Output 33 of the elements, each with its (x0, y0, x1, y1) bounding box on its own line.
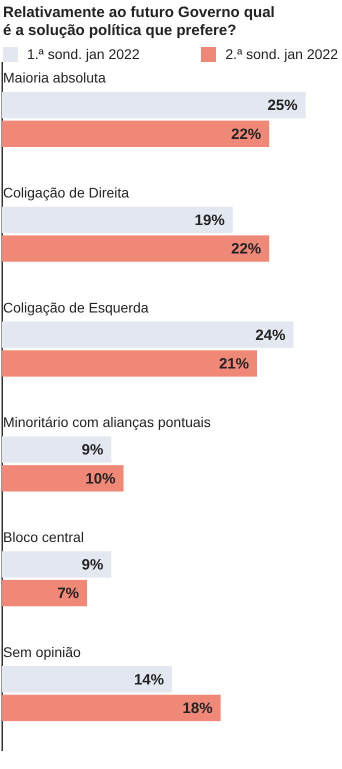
bar (2, 580, 87, 606)
legend-label: 1.ª sond. jan 2022 (27, 46, 140, 62)
data-label: 9% (82, 442, 104, 459)
data-label: 14% (134, 671, 164, 688)
y-tick-label: Coligação de Direita (3, 184, 130, 201)
bar (2, 206, 233, 234)
bar (2, 350, 257, 377)
bar (2, 322, 294, 348)
bar (2, 436, 112, 463)
chart-title: Relativamente ao futuro Governo qual é a solução política que prefere? (3, 4, 276, 40)
legend-label: 2.ª sond. jan 2022 (225, 46, 338, 62)
bar (2, 92, 306, 118)
data-label: 10% (85, 470, 116, 488)
data-label: 25% (268, 97, 298, 114)
bar (2, 551, 112, 578)
data-label: 21% (218, 356, 249, 373)
data-label: 9% (82, 556, 104, 574)
data-label: 18% (182, 700, 213, 718)
bar (2, 666, 172, 692)
bar (2, 120, 270, 147)
y-tick-label: Maioria absoluta (3, 70, 106, 86)
data-label: 7% (57, 585, 79, 602)
data-label: 19% (194, 212, 225, 230)
y-tick-label: Minoritário com alianças pontuais (3, 414, 211, 430)
bar (2, 235, 270, 262)
y-tick-label: Coligação de Esquerda (3, 299, 149, 316)
bar (2, 694, 221, 722)
y-tick-label: Bloco central (3, 529, 84, 546)
data-label: 24% (255, 326, 286, 344)
bar (2, 465, 124, 492)
data-label: 22% (231, 126, 262, 143)
y-tick-label: Sem opinião (3, 644, 82, 660)
data-label: 22% (231, 240, 262, 258)
